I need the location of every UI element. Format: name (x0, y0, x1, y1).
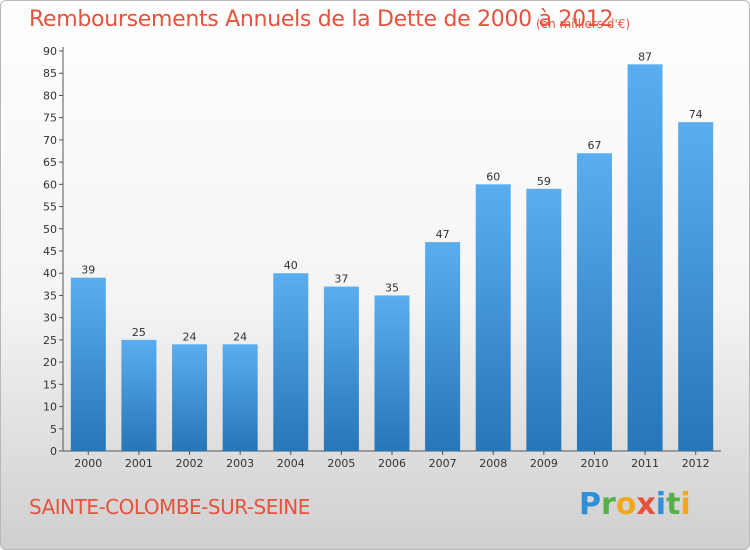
logo-letter: o (615, 487, 637, 522)
x-tick-label: 2001 (125, 457, 153, 470)
bar-value-label: 24 (233, 330, 247, 343)
bar-value-label: 40 (284, 259, 298, 272)
unit-label: (en milliers d'€) (536, 17, 631, 31)
x-tick-label: 2011 (631, 457, 659, 470)
y-tick-label: 80 (43, 89, 57, 102)
y-tick-label: 55 (43, 201, 57, 214)
bar (678, 122, 714, 451)
bar-value-label: 59 (537, 175, 551, 188)
bar (172, 344, 208, 451)
y-tick-label: 85 (43, 67, 57, 80)
y-tick-label: 70 (43, 134, 57, 147)
y-tick-label: 10 (43, 401, 57, 414)
proxiti-logo: Proxiti (579, 487, 691, 522)
bar (576, 153, 612, 451)
y-tick-label: 30 (43, 312, 57, 325)
bars-group: 39 25 24 24 40 37 35 47 60 59 67 87 74 (70, 50, 714, 452)
y-tick-label: 5 (50, 423, 57, 436)
bar (425, 242, 461, 451)
y-tick-label: 65 (43, 156, 57, 169)
chart-title: Remboursements Annuels de la Dette de 20… (29, 7, 614, 32)
y-tick-label: 90 (43, 45, 57, 58)
bar (222, 344, 258, 451)
logo-letter: x (636, 487, 656, 522)
bar (475, 184, 511, 452)
x-tick-label: 2004 (277, 457, 305, 470)
y-tick-label: 75 (43, 112, 57, 125)
y-tick-label: 50 (43, 223, 57, 236)
bar-value-label: 60 (486, 170, 500, 183)
logo-letter: P (579, 487, 601, 522)
x-tick-label: 2010 (580, 457, 608, 470)
x-tick-label: 2006 (378, 457, 406, 470)
y-tick-label: 25 (43, 334, 57, 347)
bar (323, 286, 359, 451)
x-tick-label: 2005 (327, 457, 355, 470)
bar (374, 295, 410, 451)
logo-letter: i (655, 487, 667, 522)
logo-letter: t (666, 487, 681, 522)
y-tick-label: 0 (50, 445, 57, 458)
commune-name: SAINTE-COLOMBE-SUR-SEINE (29, 495, 310, 519)
y-tick-label: 20 (43, 356, 57, 369)
y-tick-label: 35 (43, 289, 57, 302)
bar-value-label: 25 (132, 326, 146, 339)
bar (627, 64, 663, 452)
bar-value-label: 39 (81, 264, 95, 277)
bar-value-label: 74 (689, 108, 703, 121)
y-tick-label: 40 (43, 267, 57, 280)
bar-value-label: 37 (334, 273, 348, 286)
x-tick-label: 2008 (479, 457, 507, 470)
bar (526, 188, 562, 451)
logo-letter: r (601, 487, 616, 522)
y-tick-label: 60 (43, 178, 57, 191)
bar (273, 273, 309, 451)
bar-value-label: 87 (638, 50, 652, 63)
x-tick-label: 2012 (682, 457, 710, 470)
y-tick-label: 45 (43, 245, 57, 258)
x-tick-label: 2007 (429, 457, 457, 470)
bar-value-label: 67 (587, 139, 601, 152)
y-tick-label: 15 (43, 378, 57, 391)
bar-value-label: 35 (385, 281, 399, 294)
x-tick-label: 2003 (226, 457, 254, 470)
chart-axes: 0 5 10 15 20 25 30 35 40 45 50 55 60 65 70 75 80 85 90 2000… (43, 45, 721, 470)
logo-letter: i (680, 487, 691, 522)
x-tick-label: 2000 (74, 457, 102, 470)
bar (70, 277, 106, 451)
bar (121, 339, 157, 451)
bar-value-label: 24 (183, 330, 197, 343)
x-tick-label: 2009 (530, 457, 558, 470)
x-tick-label: 2002 (176, 457, 204, 470)
bar-value-label: 47 (436, 228, 450, 241)
